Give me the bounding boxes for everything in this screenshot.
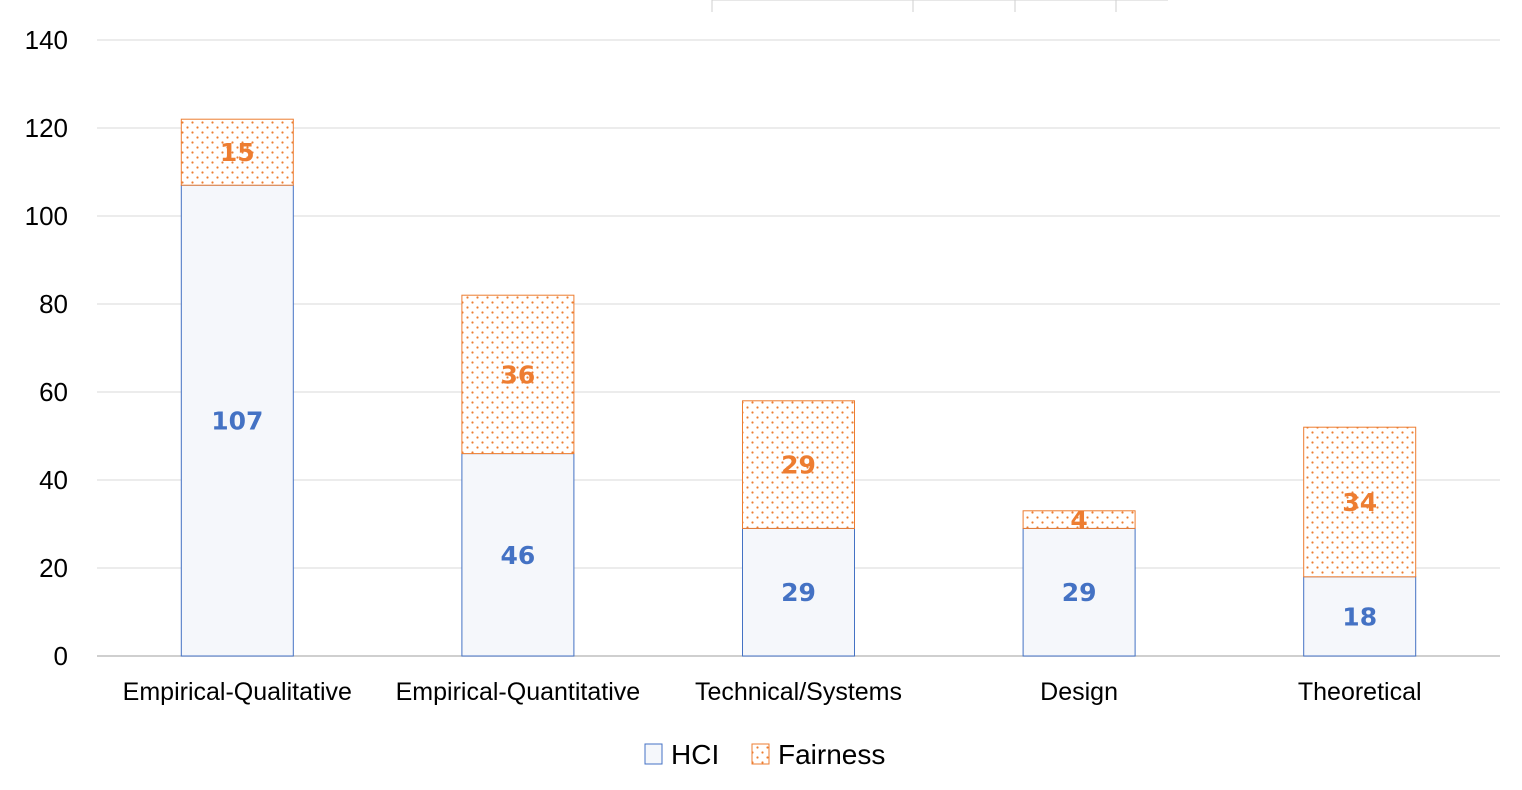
y-tick-label: 140 [25,25,68,55]
bar-hci [180,184,294,657]
data-label-hci: 29 [781,578,816,607]
bar-fairness [1022,510,1136,529]
table-fragment [711,0,1168,12]
bars [180,118,1417,657]
legend-swatch-fairness [751,743,770,765]
y-axis: 0 20 40 60 80 100 120 140 [25,25,68,671]
data-label-hci: 29 [1062,578,1097,607]
y-tick-label: 60 [39,377,68,407]
data-label-fairness: 15 [220,138,255,167]
x-tick-label: Empirical-Quantitative [396,678,641,706]
x-tick-label: Empirical-Qualitative [123,678,352,706]
data-label-hci: 18 [1342,602,1377,631]
data-label-fairness: 29 [781,451,816,480]
bar-hci [742,527,855,657]
legend-label-hci: HCI [671,739,719,770]
bar-fairness [742,400,855,529]
data-label-fairness: 34 [1342,488,1377,517]
data-labels: 107 15 46 36 29 29 29 4 18 34 [211,138,1377,631]
y-tick-label: 20 [39,553,68,583]
bar-fairness [180,118,294,186]
y-tick-label: 80 [39,289,68,319]
legend: HCI Fairness [644,739,885,770]
x-axis: Empirical-Qualitative Empirical-Quantitat… [123,678,1422,706]
data-label-fairness: 36 [501,360,536,389]
y-tick-label: 100 [25,201,68,231]
data-label-hci: 107 [211,407,263,436]
bar-hci [1303,576,1417,657]
y-tick-label: 120 [25,113,68,143]
x-tick-label: Theoretical [1298,678,1422,706]
data-label-hci: 46 [501,541,536,570]
legend-swatch-hci [644,743,663,765]
bar-fairness [461,294,575,455]
bar-hci [1022,527,1136,657]
y-tick-label: 0 [54,641,68,671]
y-tick-label: 40 [39,465,68,495]
bar-fairness [1303,426,1417,578]
data-label-fairness: 4 [1070,506,1087,535]
x-tick-label: Technical/Systems [695,678,902,706]
legend-label-fairness: Fairness [778,739,885,770]
x-tick-label: Design [1040,678,1118,706]
